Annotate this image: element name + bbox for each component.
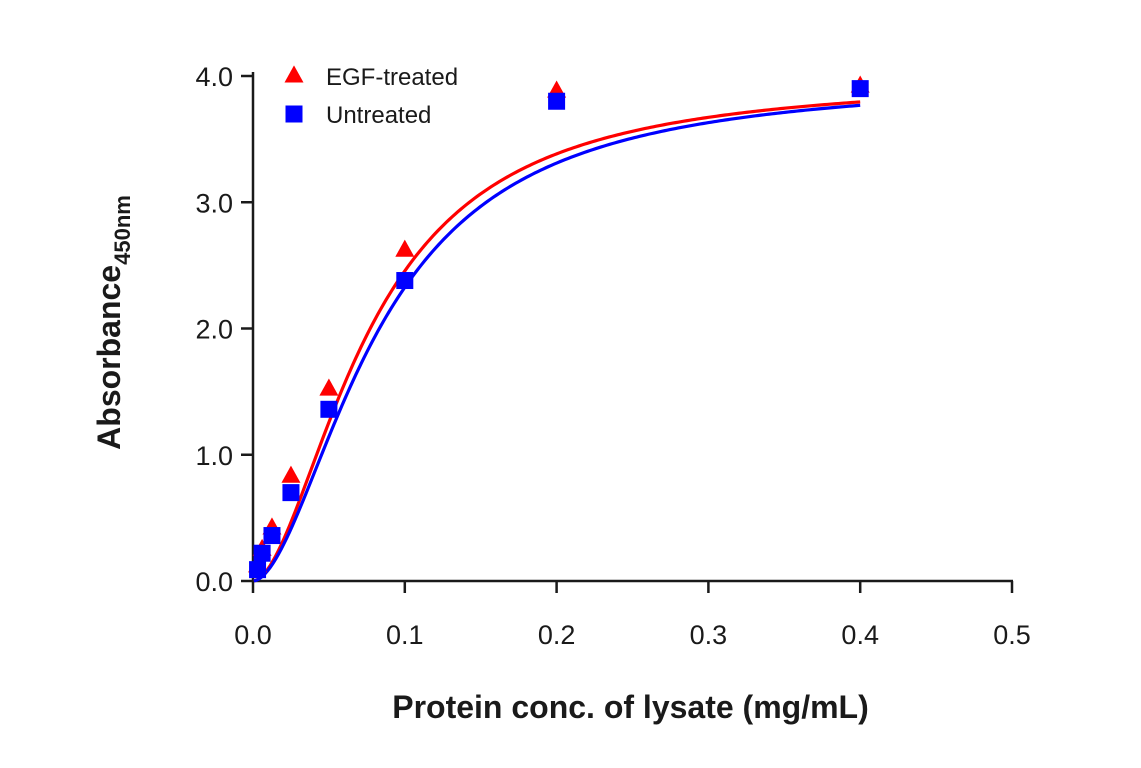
- legend: EGF-treated Untreated: [284, 64, 458, 129]
- y-axis-title: Absorbance450nm: [91, 195, 135, 450]
- y-tick-label: 1.0: [195, 441, 233, 471]
- data-point-square: [548, 92, 566, 110]
- x-tick-label: 0.3: [690, 620, 728, 650]
- legend-label: EGF-treated: [326, 64, 458, 91]
- y-axis-title-subscript: 450nm: [110, 195, 135, 265]
- data-point-square: [320, 400, 338, 418]
- data-point-triangle: [281, 465, 301, 483]
- y-tick-label: 3.0: [195, 188, 233, 218]
- data-point-square: [253, 544, 271, 562]
- data-point-triangle: [319, 378, 339, 396]
- axes: [251, 72, 1013, 583]
- legend-marker-triangle: [284, 65, 304, 83]
- x-ticks: 0.0 0.1 0.2 0.3 0.4 0.5: [234, 581, 1031, 650]
- legend-marker-square: [285, 105, 303, 123]
- fit-curve-untreated: [253, 103, 861, 583]
- y-ticks: 0.0 1.0 2.0 3.0 4.0: [195, 62, 253, 597]
- legend-label: Untreated: [326, 102, 431, 129]
- x-tick-label: 0.0: [234, 620, 272, 650]
- data-point-square: [396, 272, 414, 290]
- data-point-square: [851, 80, 869, 98]
- fit-curve-egf-treated: [253, 100, 861, 583]
- data-points: [248, 75, 870, 579]
- x-tick-label: 0.2: [538, 620, 576, 650]
- data-point-square: [249, 561, 267, 579]
- data-point-square: [263, 527, 281, 545]
- data-point-triangle: [395, 239, 415, 257]
- y-tick-label: 4.0: [195, 62, 233, 92]
- x-tick-label: 0.1: [386, 620, 424, 650]
- y-tick-label: 2.0: [195, 315, 233, 345]
- y-axis-title-main: Absorbance: [91, 265, 127, 450]
- fit-curves: [253, 100, 861, 583]
- x-tick-label: 0.4: [841, 620, 879, 650]
- x-tick-label: 0.5: [993, 620, 1031, 650]
- y-tick-label: 0.0: [195, 567, 233, 597]
- x-axis-title: Protein conc. of lysate (mg/mL): [392, 689, 869, 725]
- data-point-square: [282, 484, 300, 502]
